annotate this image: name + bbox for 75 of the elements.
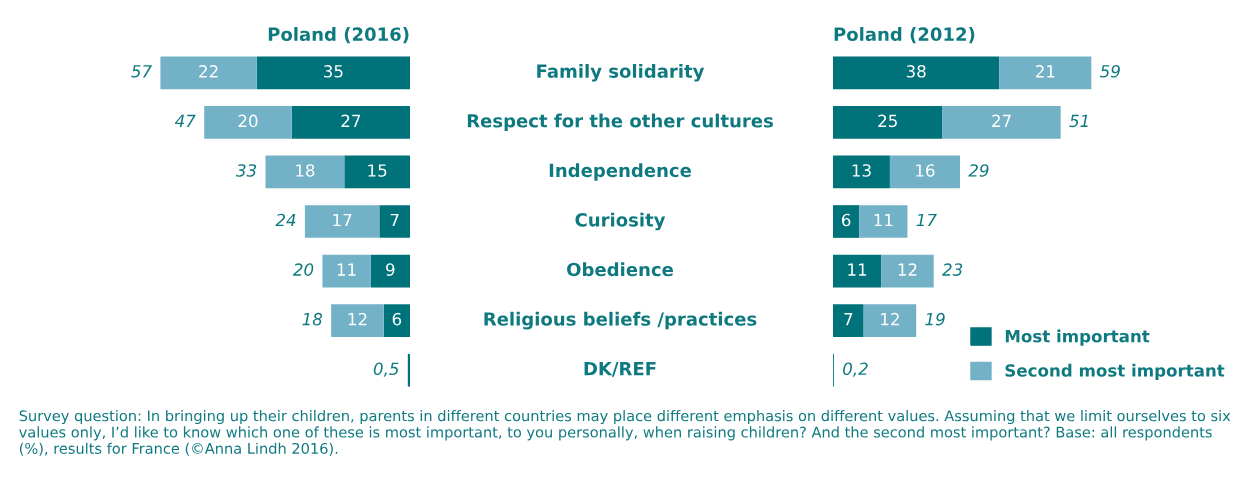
data-label: 9 xyxy=(386,263,395,276)
data-label: 27 xyxy=(992,114,1011,127)
y-tick-label: DK/REF xyxy=(584,362,656,377)
bar xyxy=(833,106,943,139)
data-label: 12 xyxy=(898,263,917,276)
bar xyxy=(383,304,410,337)
data-label: 17 xyxy=(333,213,352,227)
data-label: 7 xyxy=(844,313,853,326)
bar xyxy=(331,304,384,337)
bar xyxy=(833,205,860,238)
bar xyxy=(863,304,917,337)
total-label: 59 xyxy=(1100,65,1120,78)
data-label: 12 xyxy=(881,312,899,326)
bar xyxy=(833,254,882,288)
data-label: 38 xyxy=(906,65,926,78)
total-label: 17 xyxy=(916,213,937,227)
bar xyxy=(942,106,1061,139)
bar xyxy=(322,254,371,288)
total-label: 57 xyxy=(131,65,152,78)
data-label: 22 xyxy=(199,65,218,78)
total-label: 29 xyxy=(968,164,989,177)
total-label: 33 xyxy=(236,164,257,177)
legend-label: Second most important xyxy=(1005,363,1225,380)
total-label: 47 xyxy=(174,114,196,127)
data-label: 16 xyxy=(916,164,935,177)
y-tick-label: Religious beliefs /practices xyxy=(484,311,757,330)
data-label: 27 xyxy=(341,114,361,127)
bar xyxy=(344,155,410,189)
data-label: 11 xyxy=(874,213,893,227)
data-label: 25 xyxy=(878,114,897,128)
bar xyxy=(265,155,345,189)
text: Survey question: In bringing up their children, parents in different countries may place different emphasis on different values. Assuming that we limit ourselves to six values only, I’d like to know which one of these is most important, to you personally, when raising children? And the second most important? Base: all respondents (%), results for France (©Anna Lindh 2016). xyxy=(19,410,1231,456)
bar xyxy=(379,205,410,238)
bar xyxy=(889,155,960,189)
y-tick-label: Curiosity xyxy=(575,212,666,231)
data-label: 15 xyxy=(368,164,387,177)
data-label: 11 xyxy=(337,263,356,276)
data-label: 6 xyxy=(392,312,402,326)
chart-title: Poland (2016) xyxy=(268,27,409,44)
total-label: 23 xyxy=(942,263,963,276)
y-tick-label: Independence xyxy=(549,163,691,181)
total-label: 18 xyxy=(302,312,323,326)
total-label: 20 xyxy=(292,263,314,276)
bar xyxy=(160,56,257,90)
total-label: 19 xyxy=(925,312,945,326)
bar xyxy=(370,254,410,288)
y-tick-label: Respect for the other cultures xyxy=(467,113,773,132)
bar xyxy=(833,155,890,189)
y-tick-label: Obedience xyxy=(567,262,673,277)
bar xyxy=(833,56,1000,90)
bar xyxy=(407,353,410,387)
bar xyxy=(204,106,292,139)
y-tick-label: Family solidarity xyxy=(537,63,705,82)
data-label: 13 xyxy=(852,164,871,177)
bar xyxy=(291,106,410,139)
bar xyxy=(999,56,1092,90)
bar xyxy=(859,205,908,238)
data-label: 18 xyxy=(296,164,315,177)
total-label: 24 xyxy=(275,213,296,227)
total-label: 0,5 xyxy=(373,362,399,377)
legend-label: Most important xyxy=(1005,329,1150,346)
total-label: 0,2 xyxy=(843,362,868,377)
data-label: 20 xyxy=(238,114,258,128)
data-label: 11 xyxy=(848,263,867,276)
data-label: 35 xyxy=(324,65,343,78)
data-label: 6 xyxy=(842,213,851,227)
chart-title: Poland (2012) xyxy=(834,27,975,44)
bar xyxy=(881,254,934,288)
data-label: 12 xyxy=(348,312,367,326)
bar xyxy=(256,56,410,90)
bar xyxy=(304,205,380,238)
bar xyxy=(833,304,864,337)
total-label: 51 xyxy=(1069,114,1088,128)
data-label: 7 xyxy=(390,213,399,227)
data-label: 21 xyxy=(1035,65,1055,78)
